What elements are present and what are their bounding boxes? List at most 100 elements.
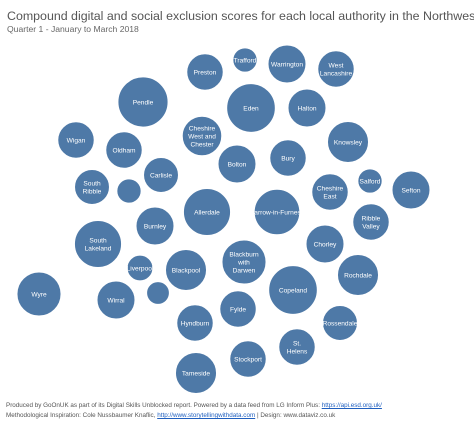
bubble-circle[interactable] bbox=[176, 304, 214, 342]
bubble-label: Blackpool bbox=[172, 267, 201, 274]
bubble-label: Cheshire East bbox=[317, 185, 344, 200]
bubble-circle[interactable] bbox=[226, 83, 276, 133]
bubble-label: Hyndburn bbox=[181, 320, 210, 327]
bubble-wigan[interactable]: Wigan bbox=[57, 121, 95, 159]
bubble-unlabeled-38[interactable] bbox=[146, 281, 170, 305]
bubble-circle[interactable] bbox=[73, 219, 123, 269]
bubble-label: Halton bbox=[297, 105, 316, 112]
bubble-circle[interactable] bbox=[146, 281, 170, 305]
bubble-circle[interactable] bbox=[181, 115, 223, 157]
bubble-copeland[interactable]: Copeland bbox=[268, 265, 318, 315]
bubble-circle[interactable] bbox=[305, 224, 345, 264]
bubble-rochdale[interactable]: Rochdale bbox=[336, 253, 380, 297]
bubble-burnley[interactable]: Burnley bbox=[135, 206, 175, 246]
bubble-circle[interactable] bbox=[174, 351, 218, 395]
bubble-carlisle[interactable]: Carlisle bbox=[143, 157, 179, 193]
bubble-chorley[interactable]: Chorley bbox=[305, 224, 345, 264]
bubble-circle[interactable] bbox=[219, 290, 257, 328]
bubble-barrow-in-furness[interactable]: Barrow-in-Furness bbox=[250, 188, 305, 236]
bubble-fylde[interactable]: Fylde bbox=[219, 290, 257, 328]
bubble-circle[interactable] bbox=[352, 203, 390, 241]
bubble-label: Barrow-in-Furness bbox=[250, 209, 305, 216]
bubble-salford[interactable]: Salford bbox=[357, 168, 383, 194]
bubble-label: Tameside bbox=[182, 370, 211, 377]
bubble-bury[interactable]: Bury bbox=[269, 139, 307, 177]
bubble-circle[interactable] bbox=[96, 280, 136, 320]
bubble-circle[interactable] bbox=[357, 168, 383, 194]
bubble-stockport[interactable]: Stockport bbox=[229, 340, 267, 378]
bubble-cheshire-east[interactable]: Cheshire East bbox=[311, 173, 349, 211]
bubble-pendle[interactable]: Pendle bbox=[117, 76, 169, 128]
bubble-cheshire-west-and-chester[interactable]: Cheshire West and Chester bbox=[181, 115, 223, 157]
bubble-label: Stockport bbox=[234, 356, 262, 363]
bubble-trafford[interactable]: Trafford bbox=[232, 47, 258, 73]
footer-line-1: Produced by GoOnUK as part of its Digita… bbox=[6, 402, 382, 409]
bubble-label: Rochdale bbox=[344, 272, 372, 279]
bubble-circle[interactable] bbox=[105, 131, 143, 169]
bubble-circle[interactable] bbox=[135, 206, 175, 246]
bubble-circle[interactable] bbox=[268, 265, 318, 315]
bubble-circle[interactable] bbox=[182, 187, 232, 237]
bubble-knowsley[interactable]: Knowsley bbox=[326, 120, 370, 164]
bubble-st-helens[interactable]: St. Helens bbox=[278, 328, 316, 366]
bubble-circle[interactable] bbox=[322, 305, 358, 341]
bubble-circle[interactable] bbox=[126, 254, 154, 282]
bubble-blackburn-with-darwen[interactable]: Blackburn with Darwen bbox=[221, 239, 267, 285]
bubble-label: Allerdale bbox=[194, 209, 220, 216]
bubble-wyre[interactable]: Wyre bbox=[16, 271, 62, 317]
bubble-circle[interactable] bbox=[311, 173, 349, 211]
bubble-circle[interactable] bbox=[232, 47, 258, 73]
bubble-hyndburn[interactable]: Hyndburn bbox=[176, 304, 214, 342]
bubble-circle[interactable] bbox=[117, 76, 169, 128]
bubble-circle[interactable] bbox=[186, 53, 224, 91]
bubble-label: South Lakeland bbox=[85, 237, 112, 252]
bubble-label: Preston bbox=[194, 69, 217, 76]
bubble-circle[interactable] bbox=[391, 170, 431, 210]
chart-title: Compound digital and social exclusion sc… bbox=[7, 9, 474, 23]
bubble-preston[interactable]: Preston bbox=[186, 53, 224, 91]
bubble-blackpool[interactable]: Blackpool bbox=[164, 248, 208, 292]
bubble-label: Blackburn with Darwen bbox=[229, 251, 259, 274]
bubble-circle[interactable] bbox=[229, 340, 267, 378]
bubble-unlabeled-37[interactable] bbox=[116, 178, 142, 204]
bubble-circle[interactable] bbox=[217, 144, 257, 184]
bubble-circle[interactable] bbox=[143, 157, 179, 193]
bubble-circle[interactable] bbox=[269, 139, 307, 177]
footer-inspiration-text: Methodological Inspiration: Cole Nussbau… bbox=[6, 412, 158, 419]
footer-storytelling-link[interactable]: http://www.storytellingwithdata.com bbox=[157, 412, 256, 419]
bubble-label: Chorley bbox=[314, 241, 337, 248]
bubble-circle[interactable] bbox=[16, 271, 62, 317]
bubble-circle[interactable] bbox=[278, 328, 316, 366]
bubble-label: Bolton bbox=[228, 161, 247, 168]
bubble-eden[interactable]: Eden bbox=[226, 83, 276, 133]
bubble-wirral[interactable]: Wirral bbox=[96, 280, 136, 320]
bubble-circle[interactable] bbox=[267, 44, 307, 84]
bubble-ribble-valley[interactable]: Ribble Valley bbox=[352, 203, 390, 241]
bubble-circle[interactable] bbox=[253, 188, 301, 236]
bubble-circle[interactable] bbox=[326, 120, 370, 164]
bubble-sefton[interactable]: Sefton bbox=[391, 170, 431, 210]
bubble-bolton[interactable]: Bolton bbox=[217, 144, 257, 184]
bubble-circle[interactable] bbox=[287, 88, 327, 128]
bubble-circle[interactable] bbox=[116, 178, 142, 204]
bubble-warrington[interactable]: Warrington bbox=[267, 44, 307, 84]
footer-api-link[interactable]: https://api.esd.org.uk/ bbox=[321, 402, 382, 409]
bubble-circle[interactable] bbox=[57, 121, 95, 159]
bubble-circle[interactable] bbox=[221, 239, 267, 285]
bubble-liverpool[interactable]: Liverpool bbox=[126, 254, 154, 282]
bubble-circle[interactable] bbox=[317, 50, 355, 88]
bubble-circle[interactable] bbox=[164, 248, 208, 292]
bubble-halton[interactable]: Halton bbox=[287, 88, 327, 128]
bubble-oldham[interactable]: Oldham bbox=[105, 131, 143, 169]
bubble-allerdale[interactable]: Allerdale bbox=[182, 187, 232, 237]
bubble-circle[interactable] bbox=[74, 169, 110, 205]
chart-subtitle: Quarter 1 - January to March 2018 bbox=[7, 24, 139, 34]
bubble-rossendale[interactable]: Rossendale bbox=[322, 305, 358, 341]
bubble-circle[interactable] bbox=[336, 253, 380, 297]
bubble-south-ribble[interactable]: South Ribble bbox=[74, 169, 110, 205]
bubble-label: Pendle bbox=[133, 99, 154, 106]
bubble-west-lancashire[interactable]: West Lancashire bbox=[317, 50, 355, 88]
bubble-south-lakeland[interactable]: South Lakeland bbox=[73, 219, 123, 269]
bubble-tameside[interactable]: Tameside bbox=[174, 351, 218, 395]
